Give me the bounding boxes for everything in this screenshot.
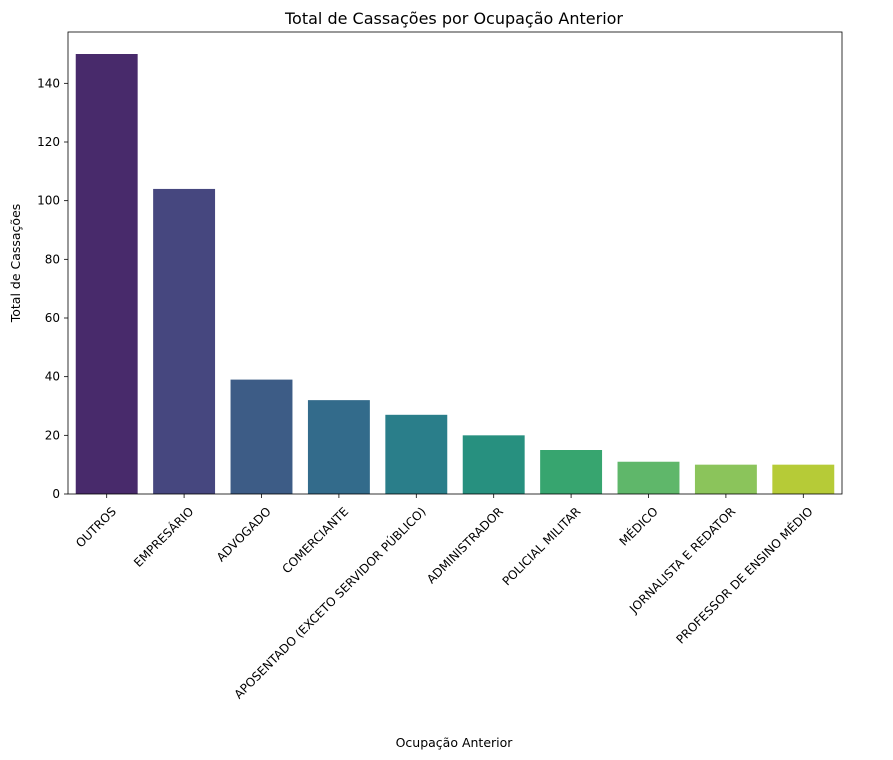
bar-9: [772, 464, 835, 494]
plot-frame: [67, 31, 843, 495]
bar-7: [617, 461, 680, 494]
y-axis-label: Total de Cassações: [8, 204, 23, 324]
y-tick-label: 0: [52, 487, 60, 501]
x-axis-ticks: OUTROS EMPRESÁRIO ADVOGADO COMERCIANTEAPOSE…: [73, 494, 816, 702]
y-tick-label: 120: [37, 135, 60, 149]
x-tick-label: ADVOGADO: [214, 504, 274, 564]
bar-4: [385, 414, 448, 494]
bars-group: [75, 54, 835, 494]
x-tick-label: ADMINISTRADOR: [424, 504, 506, 586]
bar-3: [307, 400, 370, 494]
y-tick-label: 40: [45, 370, 60, 384]
y-axis-ticks: 0 20 40 60 80 100 120 140: [37, 76, 68, 501]
x-tick-label: EMPRESÁRIO: [130, 504, 196, 570]
x-tick-label: PROFESSOR DE ENSINO MÉDIO: [673, 504, 816, 647]
bar-8: [694, 464, 757, 494]
bar-6: [540, 450, 603, 494]
bar-5: [462, 435, 525, 494]
chart-title: Total de Cassações por Ocupação Anterior: [284, 9, 623, 28]
x-tick-label: OUTROS: [73, 504, 119, 550]
x-tick-label: COMERCIANTE: [279, 504, 351, 576]
bar-1: [153, 188, 216, 494]
bar-0: [75, 54, 138, 494]
y-tick-label: 140: [37, 76, 60, 90]
x-tick-label: MÉDICO: [616, 504, 661, 549]
bar-2: [230, 379, 293, 494]
x-tick-label: POLICIAL MILITAR: [500, 504, 584, 588]
y-tick-label: 100: [37, 194, 60, 208]
x-axis-label: Ocupação Anterior: [396, 735, 514, 750]
y-tick-label: 60: [45, 311, 60, 325]
y-tick-label: 20: [45, 428, 60, 442]
y-tick-label: 80: [45, 252, 60, 266]
